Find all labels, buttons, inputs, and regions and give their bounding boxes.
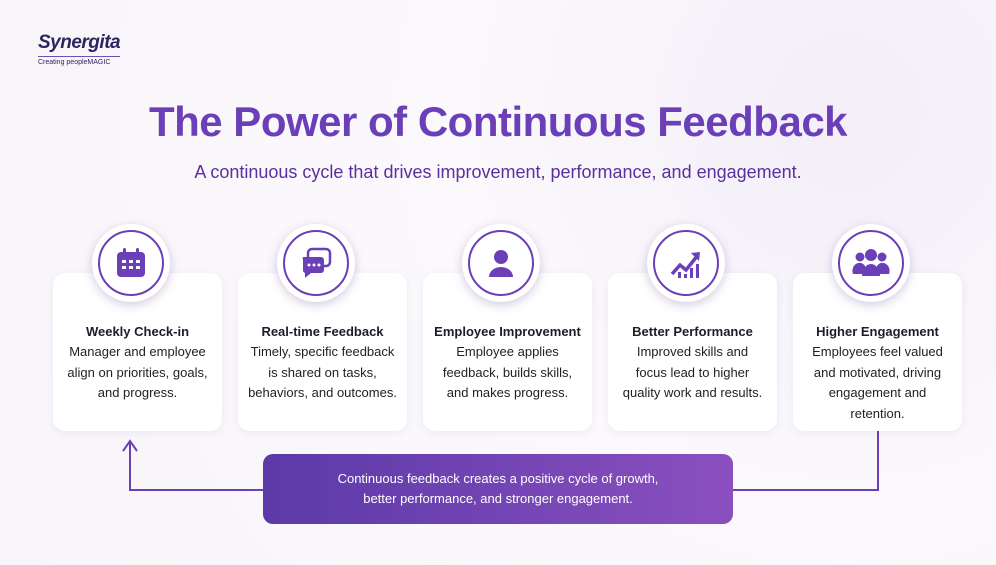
cycle-arrow bbox=[129, 431, 879, 491]
icon-ring bbox=[838, 230, 904, 296]
step-card: Real-time Feedback Timely, specific feedb… bbox=[238, 273, 407, 431]
step-description: behaviors, and outcomes. bbox=[248, 385, 397, 400]
banner-line: Continuous feedback creates a positive c… bbox=[337, 471, 659, 486]
step-description: and motivated, driving bbox=[813, 364, 942, 380]
subtitle: A continuous cycle that drives improveme… bbox=[194, 162, 802, 182]
step-icon bbox=[462, 224, 540, 302]
step-description: and progress. bbox=[97, 385, 178, 400]
step-description: retention. bbox=[850, 405, 905, 421]
step-description: Employee applies bbox=[456, 344, 559, 359]
step-title: Employee Improvement bbox=[434, 324, 581, 339]
step-description: engagement and bbox=[828, 385, 927, 400]
step-title: Real-time Feedback bbox=[261, 324, 384, 339]
step-icon bbox=[277, 224, 355, 302]
step-description: and makes progress. bbox=[446, 385, 569, 400]
logo-tagline: Creating peopleMAGIC bbox=[38, 56, 121, 66]
banner-line: better performance, and stronger engagem… bbox=[363, 491, 633, 506]
step-description: is shared on tasks, bbox=[268, 364, 377, 380]
step-icon bbox=[647, 224, 725, 302]
icon-ring bbox=[468, 230, 534, 296]
icon-ring bbox=[653, 230, 719, 296]
step-description: Improved skills and bbox=[636, 344, 749, 359]
step-description: focus lead to higher bbox=[635, 364, 750, 380]
title: The Power of Continuous Feedback bbox=[148, 98, 848, 145]
icon-ring bbox=[98, 230, 164, 296]
step-description: quality work and results. bbox=[622, 385, 763, 400]
step-description: align on priorities, goals, bbox=[67, 364, 208, 380]
arrow-head bbox=[122, 439, 138, 452]
step-description: Employees feel valued bbox=[812, 344, 943, 359]
step-title: Weekly Check-in bbox=[85, 324, 190, 339]
step-card: Better Performance Improved skills and foc… bbox=[608, 273, 777, 431]
summary-banner: Continuous feedback creates a positive c… bbox=[263, 454, 733, 524]
step-description: feedback, builds skills, bbox=[442, 364, 573, 380]
step-title: Higher Engagement bbox=[816, 324, 939, 339]
step-description: Timely, specific feedback bbox=[250, 344, 395, 359]
logo: Synergita Creating peopleMAGIC bbox=[38, 32, 121, 66]
step-title: Better Performance bbox=[632, 324, 753, 339]
step-card: Employee Improvement Employee applies feed… bbox=[423, 273, 592, 431]
step-icon bbox=[832, 224, 910, 302]
step-description: Manager and employee bbox=[69, 344, 206, 359]
logo-name: Synergita bbox=[38, 32, 121, 53]
step-icon bbox=[92, 224, 170, 302]
icon-ring bbox=[283, 230, 349, 296]
